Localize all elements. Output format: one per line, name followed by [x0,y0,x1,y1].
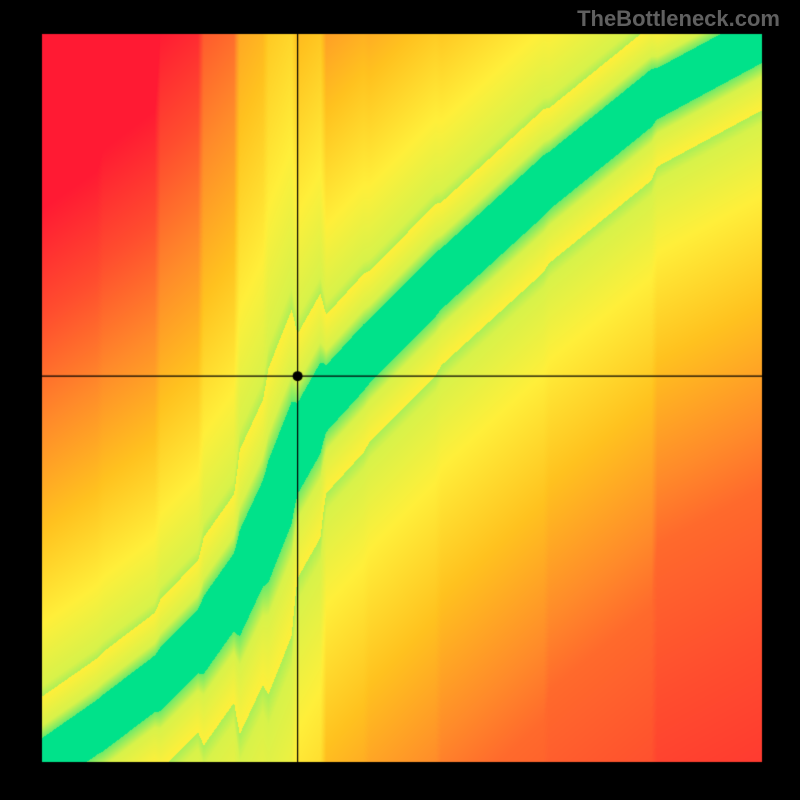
bottleneck-heatmap-container: TheBottleneck.com [0,0,800,800]
watermark-text: TheBottleneck.com [577,6,780,32]
heatmap-canvas [0,0,800,800]
